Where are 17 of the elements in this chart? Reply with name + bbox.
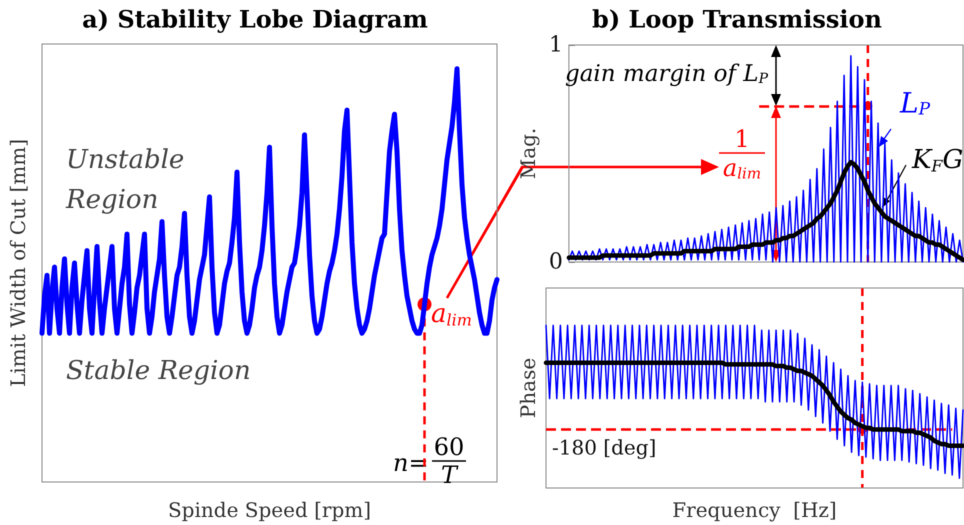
annotation: Stable Region xyxy=(66,356,251,386)
y-axis-title: Mag. xyxy=(516,128,540,180)
annotation: 60 xyxy=(434,433,464,461)
y-axis-title: Phase xyxy=(516,358,540,418)
y-tick-label: 0 xyxy=(548,250,563,274)
ref-line-label: -180 [deg] xyxy=(552,435,656,460)
y-axis-title: Limit Width of Cut [mm] xyxy=(6,138,30,388)
x-axis-title: Frequency [Hz] xyxy=(672,498,837,522)
x-axis-title: Spinde Speed [rpm] xyxy=(168,498,372,522)
annotation: T xyxy=(440,461,459,489)
series-label: LP xyxy=(899,86,931,120)
chart-title: a) Stability Lobe Diagram xyxy=(82,4,428,34)
chart-title: b) Loop Transmission xyxy=(592,4,882,34)
annotation: 1 xyxy=(734,125,750,153)
annotation: Unstable Region xyxy=(65,145,193,215)
annotation: alim xyxy=(722,154,762,182)
annotation: gain margin of LP xyxy=(565,61,769,87)
